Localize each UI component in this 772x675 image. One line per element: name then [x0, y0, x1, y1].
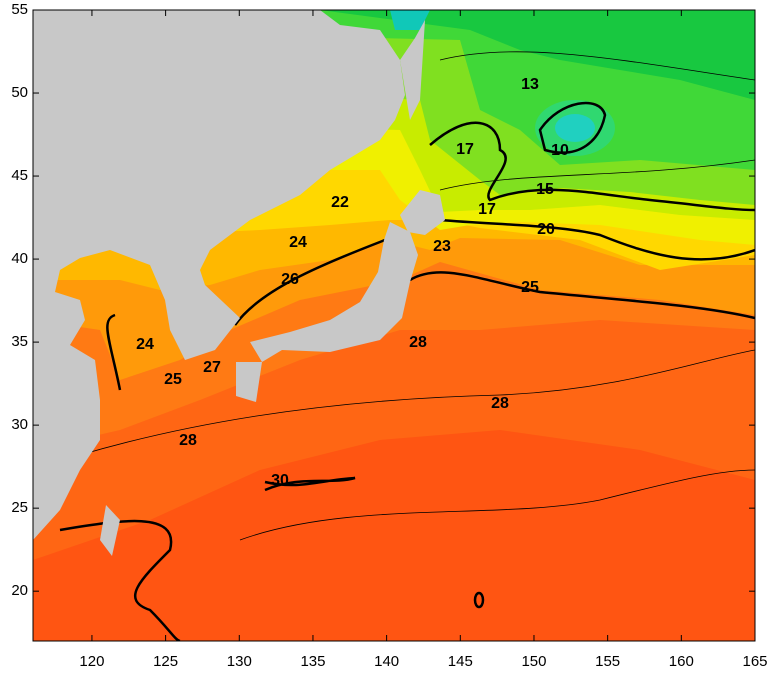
contour-label: 30 [271, 472, 289, 489]
y-tick-label: 30 [11, 416, 28, 433]
x-tick-label: 150 [521, 653, 546, 670]
y-tick-label: 35 [11, 333, 28, 350]
x-tick-label: 145 [448, 653, 473, 670]
contour-label: 13 [521, 76, 539, 93]
contour-label: 28 [491, 395, 509, 412]
x-tick-label: 160 [669, 653, 694, 670]
x-tick-label: 125 [153, 653, 178, 670]
contour-label: 17 [456, 141, 474, 158]
contour-label: 28 [179, 432, 197, 449]
x-tick-label: 155 [595, 653, 620, 670]
y-tick-label: 20 [11, 582, 28, 599]
sst-field [33, 10, 755, 641]
y-tick-label: 50 [11, 84, 28, 101]
contour-label: 28 [409, 334, 427, 351]
contour-label: 20 [537, 221, 555, 238]
y-tick-label: 25 [11, 499, 28, 516]
x-tick-label: 165 [742, 653, 767, 670]
contour-label: 27 [203, 359, 221, 376]
contour-label: 25 [521, 279, 539, 296]
contour-label: 26 [281, 271, 299, 288]
contour-label: 24 [136, 336, 154, 353]
contour-label: 22 [331, 194, 349, 211]
x-tick-label: 120 [79, 653, 104, 670]
y-tick-label: 40 [11, 250, 28, 267]
frame [32, 9, 756, 642]
contour-label: 17 [478, 201, 496, 218]
contour-label: 25 [164, 371, 182, 388]
x-tick-label: 135 [300, 653, 325, 670]
contour-label: 10 [551, 142, 569, 159]
y-tick-label: 45 [11, 167, 28, 184]
contour-label: 15 [536, 181, 554, 198]
contour-label: 24 [289, 234, 307, 251]
contour-label: 23 [433, 238, 451, 255]
x-tick-label: 140 [374, 653, 399, 670]
x-tick-label: 130 [227, 653, 252, 670]
y-tick-label: 55 [11, 1, 28, 18]
